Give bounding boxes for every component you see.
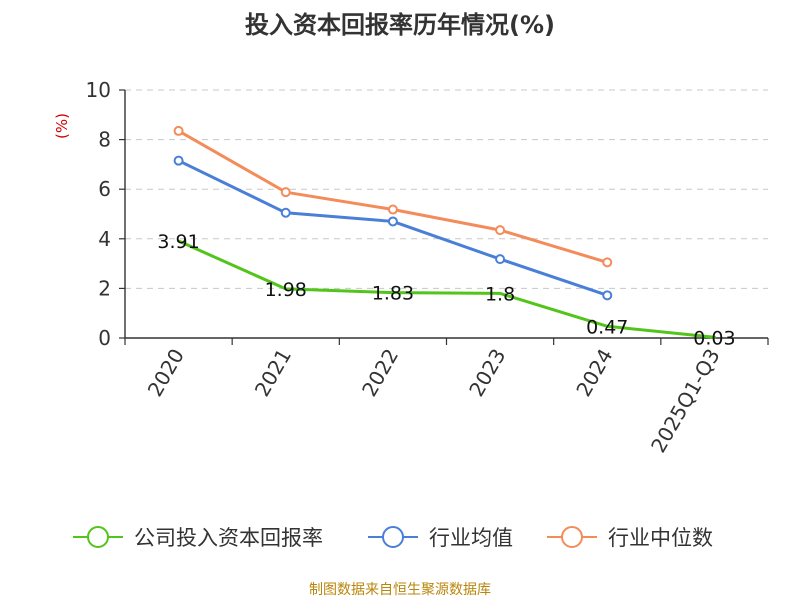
data-point: [280, 207, 291, 218]
series-line: [177, 159, 609, 297]
legend-item: 行业均值: [368, 526, 513, 550]
y-tick-label: 8: [98, 128, 111, 152]
y-tick-label: 0: [98, 326, 111, 350]
legend-label: 行业中位数: [608, 526, 713, 550]
data-point: [387, 216, 398, 227]
x-tick-label: 2025Q1-Q3: [646, 345, 725, 457]
legend: 公司投入资本回报率 行业均值 行业中位数: [73, 526, 713, 550]
legend-swatch-marker: [561, 526, 583, 548]
legend-item: 行业中位数: [547, 526, 713, 550]
legend-label: 公司投入资本回报率: [134, 526, 323, 550]
data-label: 1.98: [265, 279, 307, 301]
series-layer: [173, 125, 716, 339]
data-label: 0.47: [586, 316, 628, 338]
chart-title: 投入资本回报率历年情况(%): [245, 11, 555, 39]
data-label: 1.8: [485, 283, 515, 305]
y-tick-label: 6: [98, 177, 111, 201]
x-tick-label: 2021: [250, 345, 296, 401]
x-tick-label: 2024: [571, 345, 617, 401]
y-tick-label: 10: [86, 78, 111, 102]
data-point: [387, 204, 398, 215]
series-line: [177, 239, 716, 339]
data-label: 3.91: [157, 231, 199, 253]
data-point: [602, 290, 613, 301]
data-point: [173, 125, 184, 136]
y-axis-label: (%): [53, 113, 71, 139]
source-note: 制图数据来自恒生聚源数据库: [309, 582, 491, 598]
data-label: 0.03: [693, 327, 735, 349]
y-tick-label: 4: [98, 227, 111, 251]
y-tick-label: 2: [98, 276, 111, 300]
series-line: [177, 129, 609, 264]
x-tick-label: 2020: [143, 345, 189, 401]
data-labels: 3.91 1.98 1.83 1.8 0.47 0.03: [157, 231, 735, 349]
data-point: [173, 155, 184, 166]
data-point: [602, 257, 613, 268]
y-tick-labels: 0 2 4 6 8 10: [86, 78, 111, 350]
data-label: 1.83: [372, 283, 414, 305]
x-tick-label: 2023: [464, 345, 510, 401]
axes: [119, 89, 769, 345]
legend-label: 行业均值: [429, 526, 513, 550]
legend-swatch-marker: [382, 526, 404, 548]
x-tick-labels: 2020 2021 2022 2023 2024 2025Q1-Q3: [143, 345, 725, 457]
x-tick-label: 2022: [357, 345, 403, 401]
legend-swatch-marker: [87, 526, 109, 548]
data-point: [495, 225, 506, 236]
data-point: [495, 254, 506, 265]
data-point: [280, 187, 291, 198]
legend-item: 公司投入资本回报率: [73, 526, 323, 550]
